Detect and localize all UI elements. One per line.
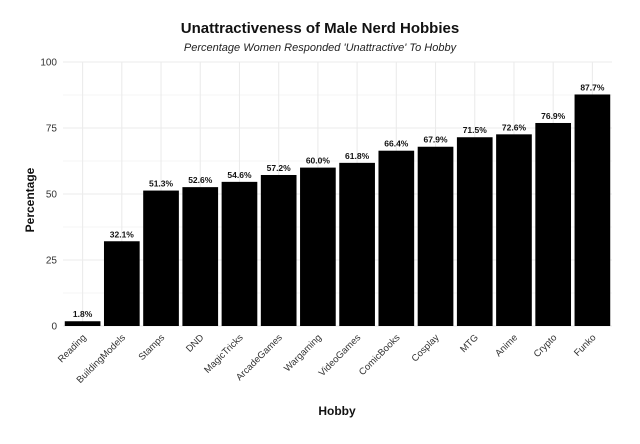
bar-arcadegames <box>260 174 297 326</box>
x-tick-label-videogames: VideoGames <box>317 332 364 379</box>
y-tick-label: 25 <box>46 256 58 267</box>
bar-wargaming <box>300 167 336 326</box>
x-tick-label-wargaming: Wargaming <box>282 332 324 374</box>
data-label-comicbooks: 66.4% <box>384 139 409 149</box>
bars <box>64 94 611 326</box>
bar-anime <box>496 134 532 326</box>
bar-dnd <box>182 187 219 326</box>
bar-buildingmodels <box>103 241 140 326</box>
bar-cosplay <box>417 146 454 326</box>
bar-magictricks <box>221 181 258 326</box>
data-label-funko: 87.7% <box>580 82 605 92</box>
data-label-reading: 1.8% <box>73 309 93 319</box>
chart-title: Unattractiveness of Male Nerd Hobbies <box>180 20 460 37</box>
x-tick-label-funko: Funko <box>572 332 598 358</box>
y-tick-label: 50 <box>46 190 58 201</box>
x-tick-label-dnd: DND <box>184 332 206 354</box>
y-tick-label: 0 <box>51 322 57 333</box>
y-axis-title: Percentage <box>23 167 37 232</box>
x-axis-title: Hobby <box>318 404 356 418</box>
x-tick-label-reading: Reading <box>56 332 89 365</box>
x-tick-label-mtg: MTG <box>458 332 481 355</box>
bar-comicbooks <box>378 150 415 326</box>
data-label-wargaming: 60.0% <box>306 156 331 166</box>
data-label-crypto: 76.9% <box>541 111 566 121</box>
y-tick-label: 100 <box>40 58 57 69</box>
data-label-anime: 72.6% <box>502 122 527 132</box>
chart-subtitle: Percentage Women Responded 'Unattractive… <box>183 42 457 54</box>
data-label-stamps: 51.3% <box>149 179 174 189</box>
x-tick-label-crypto: Crypto <box>532 332 560 360</box>
data-label-dnd: 52.6% <box>188 175 213 185</box>
bar-crypto <box>535 122 572 326</box>
data-label-buildingmodels: 32.1% <box>110 229 135 239</box>
y-tick-label: 75 <box>46 124 58 135</box>
x-tick-label-comicbooks: ComicBooks <box>357 332 403 378</box>
data-labels: 1.8% 32.1% 51.3% 52.6% 54.6% 57.2% 60.0% 61.8% 6… <box>73 82 605 319</box>
data-label-arcadegames: 57.2% <box>267 163 292 173</box>
bar-videogames <box>339 162 375 326</box>
x-tick-label-stamps: Stamps <box>137 332 168 363</box>
bar-reading <box>64 321 101 326</box>
bar-funko <box>574 94 611 326</box>
data-label-videogames: 61.8% <box>345 151 370 161</box>
bar-mtg <box>456 137 493 326</box>
data-label-cosplay: 67.9% <box>423 135 448 145</box>
bar-stamps <box>143 190 179 326</box>
x-tick-label-anime: Anime <box>493 332 520 359</box>
data-label-magictricks: 54.6% <box>227 170 252 180</box>
x-tick-label-cosplay: Cosplay <box>410 332 442 364</box>
y-axis-ticks: 0 25 50 75 100 <box>40 58 57 333</box>
data-label-mtg: 71.5% <box>463 125 488 135</box>
